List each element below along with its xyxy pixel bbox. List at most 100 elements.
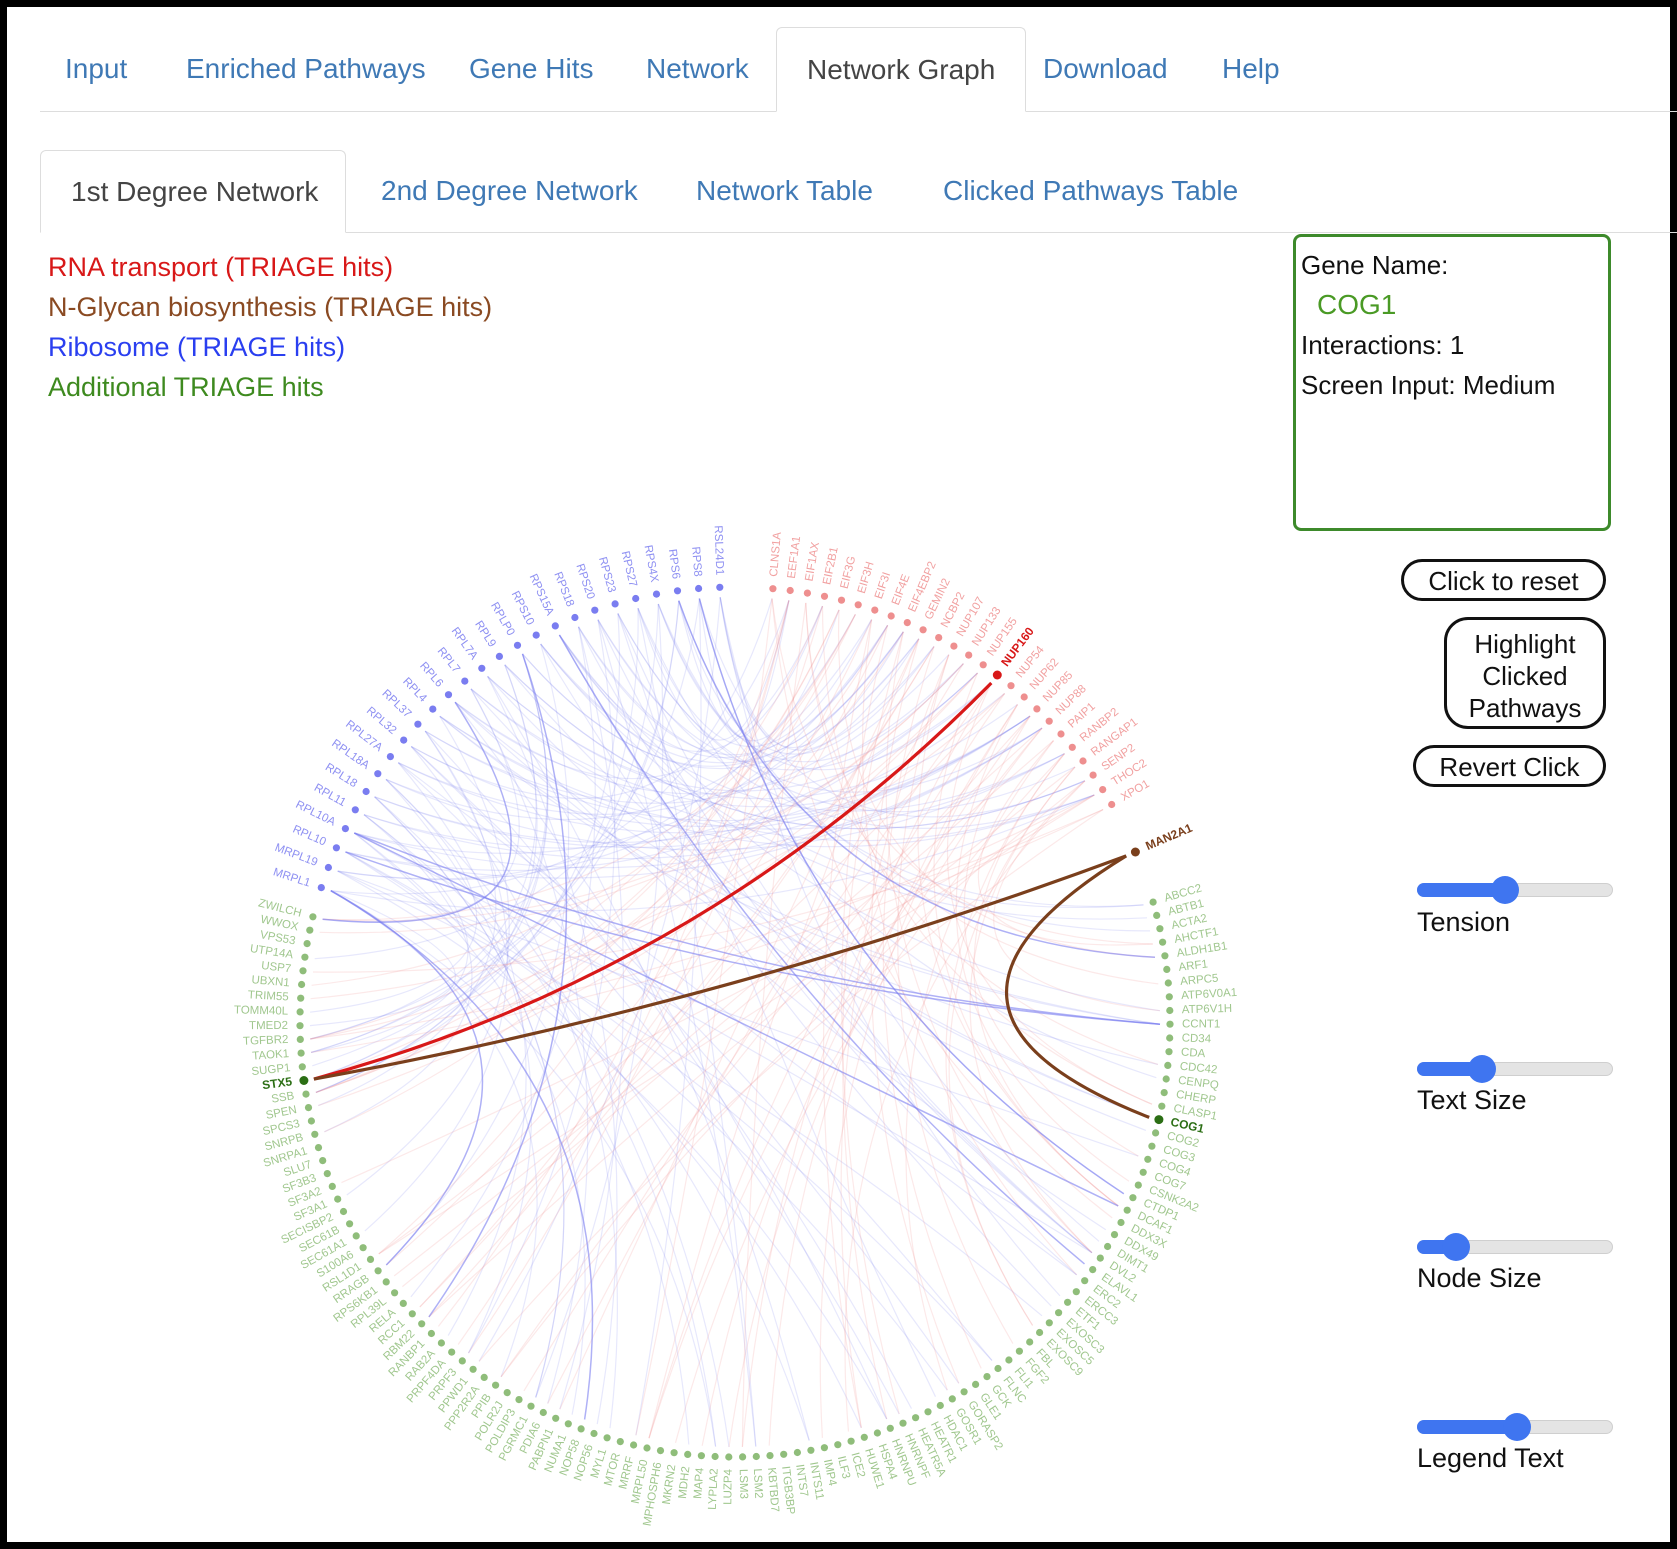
gene-node-pdia6[interactable]: [539, 1408, 547, 1417]
gene-node-rps8[interactable]: [695, 584, 703, 593]
gene-label-taok1[interactable]: TAOK1: [252, 1048, 290, 1063]
gene-node-clasp1[interactable]: [1158, 1102, 1166, 1110]
gene-node-xpo1[interactable]: [1108, 800, 1116, 809]
gene-node-heatr5a[interactable]: [912, 1414, 920, 1422]
gene-node-rangap1[interactable]: [1079, 757, 1087, 765]
legend-item-rna-transport[interactable]: RNA transport (TRIAGE hits): [48, 252, 394, 282]
gene-node-snrpb[interactable]: [311, 1130, 319, 1138]
gene-label-trim55[interactable]: TRIM55: [248, 989, 290, 1003]
gene-node-ranbp2[interactable]: [1068, 743, 1076, 751]
gene-label-rps23[interactable]: RPS23: [596, 556, 618, 594]
legend-text-slider-handle[interactable]: [1502, 1413, 1531, 1441]
gene-label-ints7[interactable]: INTS7: [793, 1464, 810, 1498]
gene-node-usp7[interactable]: [299, 967, 307, 975]
gene-label-cd34[interactable]: CD34: [1181, 1032, 1211, 1045]
gene-label-atp6v1h[interactable]: ATP6V1H: [1182, 1003, 1233, 1016]
revert-click-button[interactable]: Revert Click: [1413, 745, 1606, 787]
gene-label-cda[interactable]: CDA: [1181, 1047, 1206, 1061]
gene-node-ubxn1[interactable]: [298, 980, 306, 989]
gene-node-rbm22[interactable]: [418, 1320, 426, 1328]
gene-node-rpl18a[interactable]: [374, 770, 382, 778]
gene-node-rps6[interactable]: [673, 587, 682, 595]
gene-node-ilf3[interactable]: [834, 1441, 842, 1449]
gene-node-prpf4da[interactable]: [448, 1348, 456, 1356]
gene-node-nup88[interactable]: [1045, 717, 1053, 725]
node-size-slider[interactable]: [1417, 1226, 1613, 1276]
gene-label-rpl4[interactable]: RPL4: [400, 676, 429, 705]
gene-node-eif4ebp2[interactable]: [903, 619, 911, 627]
gene-node-polr2j[interactable]: [503, 1389, 511, 1397]
gene-label-lsm3[interactable]: LSM3: [737, 1469, 750, 1499]
highlight-clicked-pathways-button[interactable]: Highlight Clicked Pathways: [1444, 617, 1606, 729]
gene-node-secisbp2[interactable]: [339, 1207, 348, 1216]
gene-node-stx5[interactable]: [299, 1076, 309, 1085]
gene-node-nup54[interactable]: [1007, 682, 1015, 690]
gene-node-eif3h[interactable]: [854, 601, 862, 609]
gene-node-trim55[interactable]: [297, 994, 305, 1002]
text-size-slider-handle[interactable]: [1467, 1055, 1496, 1083]
gene-node-rps20[interactable]: [591, 606, 599, 614]
gene-node-pabpn1[interactable]: [552, 1414, 560, 1422]
legend-item-ribosome[interactable]: Ribosome (TRIAGE hits): [48, 332, 346, 362]
gene-label-arf1[interactable]: ARF1: [1178, 958, 1209, 973]
gene-label-rpl7[interactable]: RPL7: [435, 645, 462, 675]
gene-node-flnc[interactable]: [994, 1364, 1002, 1373]
gene-node-rpl9[interactable]: [495, 652, 503, 661]
tab-2nd-degree-network[interactable]: 2nd Degree Network: [381, 175, 638, 206]
gene-node-eef1a1[interactable]: [786, 586, 794, 595]
gene-node-gorasp2[interactable]: [960, 1388, 968, 1396]
gene-node-hdac1[interactable]: [936, 1401, 944, 1410]
gene-node-map4[interactable]: [697, 1452, 706, 1460]
legend-item-n-glycan[interactable]: N-Glycan biosynthesis (TRIAGE hits): [48, 292, 493, 322]
gene-node-cenpq[interactable]: [1162, 1075, 1170, 1083]
gene-node-mrpl50[interactable]: [643, 1444, 651, 1452]
gene-node-imp4[interactable]: [820, 1444, 829, 1452]
gene-node-ranbp1[interactable]: [427, 1329, 435, 1338]
gene-node-senp2[interactable]: [1089, 771, 1097, 779]
gene-label-map4[interactable]: MAP4: [692, 1467, 706, 1500]
gene-label-man2a1[interactable]: MAN2A1: [1143, 821, 1194, 853]
gene-node-mkrn2[interactable]: [670, 1449, 678, 1457]
gene-node-exosc9[interactable]: [1036, 1328, 1044, 1337]
gene-node-gemin2[interactable]: [919, 626, 927, 634]
gene-node-tomm40l[interactable]: [296, 1008, 304, 1016]
gene-node-sec61b[interactable]: [346, 1220, 354, 1228]
gene-label-rpl10[interactable]: RPL10: [291, 823, 328, 848]
gene-node-csnk2a2[interactable]: [1134, 1181, 1142, 1189]
gene-node-eif3g[interactable]: [837, 596, 846, 604]
gene-node-snrpa1[interactable]: [314, 1144, 323, 1152]
gene-label-rpl11[interactable]: RPL11: [312, 782, 348, 809]
tension-slider-handle[interactable]: [1491, 876, 1520, 904]
gene-label-luzp4[interactable]: LUZP4: [722, 1468, 735, 1505]
tab-clicked-pathways-table[interactable]: Clicked Pathways Table: [943, 175, 1239, 206]
gene-node-atp6v1h[interactable]: [1166, 1006, 1174, 1015]
gene-node-cda[interactable]: [1165, 1048, 1173, 1056]
gene-node-ints11[interactable]: [807, 1446, 815, 1454]
gene-node-lsm2[interactable]: [752, 1452, 760, 1461]
gene-node-ahctf1[interactable]: [1159, 938, 1167, 946]
gene-label-stx5[interactable]: STX5: [261, 1074, 293, 1092]
gene-node-rplp0[interactable]: [513, 641, 522, 649]
gene-label-mdh2[interactable]: MDH2: [677, 1466, 692, 1500]
gene-node-thoc2[interactable]: [1099, 786, 1107, 794]
gene-node-kbtbd7[interactable]: [766, 1452, 774, 1460]
gene-node-pgrmc1[interactable]: [527, 1402, 535, 1410]
gene-node-rpl18[interactable]: [362, 787, 370, 796]
gene-node-nup85[interactable]: [1033, 705, 1041, 713]
gene-label-tmed2[interactable]: TMED2: [249, 1020, 288, 1032]
gene-node-rpl10a[interactable]: [341, 825, 349, 833]
gene-label-rps27[interactable]: RPS27: [619, 550, 639, 588]
gene-label-cenpq[interactable]: CENPQ: [1177, 1075, 1219, 1092]
gene-label-rpl18[interactable]: RPL18: [323, 761, 359, 790]
gene-node-dimt1[interactable]: [1104, 1242, 1112, 1251]
gene-node-mrpl19[interactable]: [324, 863, 332, 872]
gene-label-lsm2[interactable]: LSM2: [751, 1468, 764, 1499]
tab-help[interactable]: Help: [1222, 53, 1280, 84]
gene-node-nop58[interactable]: [577, 1425, 585, 1433]
gene-label-rps6[interactable]: RPS6: [666, 548, 682, 579]
gene-node-nup155[interactable]: [979, 661, 987, 669]
gene-node-prpf3[interactable]: [458, 1357, 466, 1365]
gene-node-fbl[interactable]: [1026, 1338, 1034, 1346]
gene-node-gosr1[interactable]: [948, 1395, 956, 1403]
gene-node-ssb[interactable]: [302, 1090, 310, 1098]
